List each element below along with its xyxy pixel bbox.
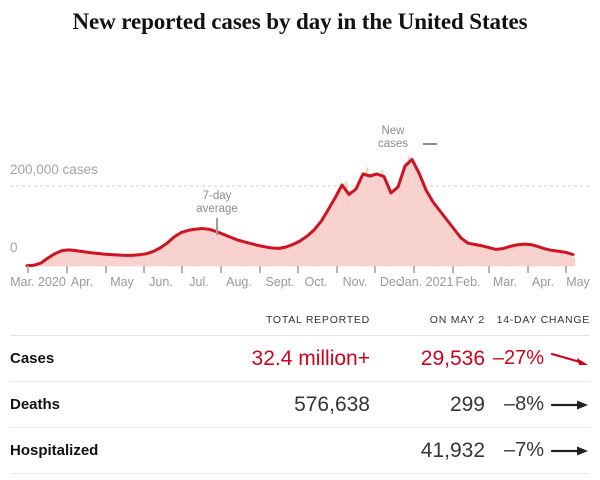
header-on-day: ON MAY 2: [429, 314, 485, 326]
row-label-cases: Cases: [10, 350, 55, 367]
deaths-total: 576,638: [294, 392, 370, 416]
seven-day-area: [27, 159, 573, 266]
cases-total: 32.4 million+: [251, 346, 370, 370]
x-tick: [527, 266, 529, 273]
cases-on-day: 29,536: [420, 346, 485, 370]
x-tick: [452, 266, 454, 273]
hospitalized-change-cell: –7%: [485, 439, 590, 462]
x-tick-label: Jun.: [149, 275, 173, 289]
x-tick: [105, 266, 107, 273]
x-tick-label: Sept.: [265, 275, 295, 289]
table-row[interactable]: Deaths 576,638 299 –8%: [10, 382, 590, 428]
chart-plot-area: [10, 156, 590, 268]
cases-chart: 200,000 cases 0 7-day average New cases …: [0, 54, 600, 289]
hospitalized-on-day: 41,932: [420, 438, 485, 462]
annotation-new-cases-line1: New: [381, 125, 405, 137]
table-row[interactable]: Hospitalized 41,932 –7%: [10, 428, 590, 474]
arrow-right-icon: [550, 446, 588, 455]
x-tick-label: Apr.: [531, 275, 555, 289]
annotation-seven-day-average: 7-day average: [186, 190, 248, 216]
hospitalized-change-value: –7%: [503, 439, 544, 461]
header-total-reported: TOTAL REPORTED: [265, 314, 370, 326]
annotation-seven-day-leader-line: [216, 218, 218, 235]
x-tick-label: Oct.: [304, 275, 328, 289]
arrow-right-icon: [550, 400, 588, 409]
x-tick: [143, 266, 145, 273]
x-tick-label: Mar. 2020: [10, 275, 66, 289]
x-tick: [488, 266, 490, 273]
summary-table: TOTAL REPORTED ON MAY 2 14-DAY CHANGE Ca…: [0, 305, 600, 474]
x-tick: [297, 266, 299, 273]
deaths-change-value: –8%: [503, 393, 544, 415]
x-tick: [336, 266, 338, 273]
x-tick-label: May: [110, 275, 134, 289]
x-tick: [181, 266, 183, 273]
x-tick-label: Nov.: [342, 275, 368, 289]
row-label-deaths: Deaths: [10, 396, 61, 413]
cases-change-cell: –27%: [485, 347, 590, 370]
x-tick: [220, 266, 222, 273]
annotation-new-cases-leader-line: [423, 143, 437, 145]
annotation-seven-day-line2: average: [196, 203, 238, 215]
x-tick: [259, 266, 261, 273]
seven-day-line: [25, 158, 575, 268]
page-title: New reported cases by day in the United …: [72, 9, 528, 34]
x-tick: [413, 266, 415, 273]
x-tick-label: Aug.: [226, 275, 252, 289]
arrow-down-right-icon: [550, 352, 588, 365]
annotation-new-cases: New cases: [367, 125, 419, 151]
annotation-seven-day-line1: 7-day: [202, 190, 232, 202]
x-tick: [565, 266, 567, 273]
deaths-on-day: 299: [449, 392, 485, 416]
x-tick-label: Mar.: [492, 275, 518, 289]
annotation-new-cases-line2: cases: [377, 138, 409, 150]
x-axis: Mar. 2020 Apr. May Jun. Jul. Aug. Sept. …: [0, 266, 600, 294]
x-tick: [66, 266, 68, 273]
y-axis-label-200k: 200,000 cases: [10, 162, 98, 177]
x-tick-label: Jul.: [189, 275, 209, 289]
x-tick-label: May: [566, 275, 590, 289]
x-tick: [374, 266, 376, 273]
row-label-hospitalized: Hospitalized: [10, 442, 99, 459]
x-tick-label: Feb.: [455, 275, 481, 289]
x-tick: [27, 266, 29, 273]
y-axis-label-zero: 0: [10, 240, 18, 255]
header-14-day-change: 14-DAY CHANGE: [496, 314, 590, 326]
cases-change-value: –27%: [492, 347, 544, 369]
table-row[interactable]: Cases 32.4 million+ 29,536 –27%: [10, 336, 590, 382]
x-tick-label: Dec: [379, 275, 403, 289]
x-tick-label: Jan. 2021: [398, 275, 454, 289]
x-tick-label: Apr.: [70, 275, 94, 289]
deaths-change-cell: –8%: [485, 393, 590, 416]
table-header-row: TOTAL REPORTED ON MAY 2 14-DAY CHANGE: [10, 305, 590, 336]
